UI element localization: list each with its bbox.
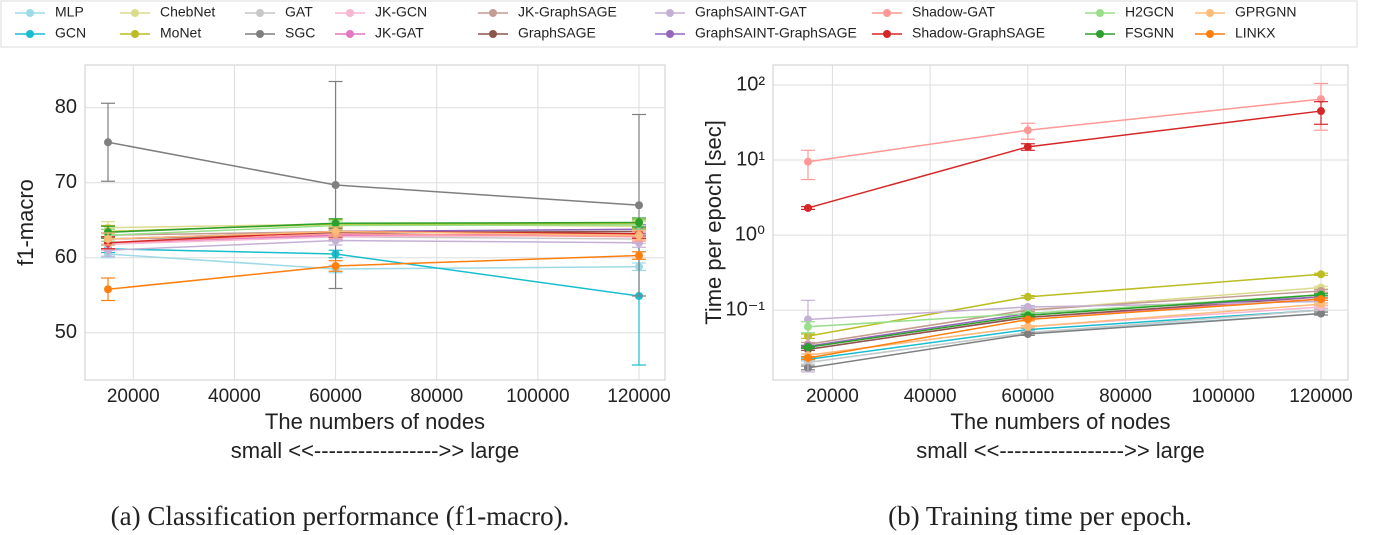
point <box>1023 126 1032 135</box>
point <box>331 219 340 228</box>
point <box>331 181 340 189</box>
y-axis-label: f1-macro <box>13 179 38 266</box>
point <box>635 231 644 240</box>
point <box>1316 107 1325 116</box>
x-tick-label: 120000 <box>607 386 670 407</box>
legend-marker <box>346 9 354 17</box>
y-tick-label: 10¹ <box>736 148 765 170</box>
legend-label: FSGNN <box>1125 25 1174 41</box>
point <box>1023 142 1032 151</box>
legend-label: MoNet <box>160 25 201 41</box>
point <box>104 228 113 237</box>
legend-label: LINKX <box>1235 25 1276 41</box>
x-tick-label: 60000 <box>309 386 362 407</box>
legend-label: SGC <box>285 25 315 41</box>
y-tick-label: 10⁻¹ <box>726 298 766 320</box>
plot-area <box>772 64 1349 381</box>
point <box>635 201 644 210</box>
legend-marker <box>256 9 264 17</box>
x-tick-label: 20000 <box>806 386 859 407</box>
legend-marker <box>256 30 264 38</box>
point <box>1316 95 1325 104</box>
legend-marker <box>26 9 34 17</box>
point <box>1023 315 1032 324</box>
point <box>803 353 812 362</box>
x-tick-label: 100000 <box>1192 386 1255 407</box>
y-tick-label: 70 <box>55 171 77 193</box>
legend-marker <box>131 9 139 17</box>
legend-marker <box>883 9 891 17</box>
legend-label: Shadow-GraphSAGE <box>912 25 1045 41</box>
legend-marker <box>489 9 497 17</box>
point <box>331 262 340 270</box>
legend-label: MLP <box>55 4 84 20</box>
legend-label: Shadow-GAT <box>912 4 995 20</box>
legend-label: JK-GAT <box>375 25 424 41</box>
legend-label: GCN <box>55 25 86 41</box>
point <box>331 227 340 236</box>
legend-label: GraphSAGE <box>518 25 596 41</box>
x-tick-label: 40000 <box>208 386 261 407</box>
x-axis-sublabel: small <<----------------->> large <box>916 438 1204 463</box>
caption: (b) Training time per epoch. <box>888 501 1192 531</box>
point <box>803 203 812 212</box>
point <box>104 285 113 294</box>
point <box>1023 292 1032 301</box>
legend-label: GPRGNN <box>1235 4 1296 20</box>
x-tick-label: 20000 <box>107 386 160 407</box>
legend-marker <box>131 30 139 38</box>
point <box>1316 309 1325 318</box>
legend-label: H2GCN <box>1125 4 1174 20</box>
point <box>1316 295 1325 304</box>
legend-box <box>0 0 1358 48</box>
legend-label: JK-GCN <box>375 4 427 20</box>
legend-marker <box>1096 9 1104 17</box>
point <box>803 322 812 331</box>
legend-marker <box>666 9 674 17</box>
y-tick-label: 50 <box>55 321 77 343</box>
legend-marker <box>883 30 891 38</box>
point <box>635 251 644 260</box>
y-tick-label: 10² <box>736 73 765 95</box>
point <box>104 138 113 147</box>
point <box>1023 330 1032 339</box>
legend-marker <box>26 30 34 38</box>
point <box>803 157 812 166</box>
x-tick-label: 120000 <box>1289 386 1352 407</box>
x-tick-label: 60000 <box>1001 386 1054 407</box>
y-tick-label: 10⁰ <box>735 223 765 245</box>
legend-label: GAT <box>285 4 313 20</box>
x-tick-label: 100000 <box>506 386 569 407</box>
y-tick-label: 60 <box>55 246 77 268</box>
x-tick-label: 80000 <box>410 386 463 407</box>
legend-label: JK-GraphSAGE <box>518 4 617 20</box>
legend-marker <box>1206 9 1214 17</box>
point <box>1023 302 1032 311</box>
y-tick-label: 80 <box>55 96 77 118</box>
point <box>635 218 644 227</box>
legend-label: GraphSAINT-GraphSAGE <box>695 25 857 41</box>
legend-marker <box>1096 30 1104 38</box>
legend-marker <box>489 30 497 38</box>
legend-label: ChebNet <box>160 4 215 20</box>
legend-marker <box>1206 30 1214 38</box>
x-tick-label: 40000 <box>904 386 957 407</box>
legend-marker <box>666 30 674 38</box>
x-axis-label: The numbers of nodes <box>950 409 1170 434</box>
legend-marker <box>346 30 354 38</box>
x-axis-label: The numbers of nodes <box>265 409 485 434</box>
point <box>104 235 113 243</box>
x-tick-label: 80000 <box>1099 386 1152 407</box>
legend-label: GraphSAINT-GAT <box>695 4 807 20</box>
point <box>1023 322 1032 331</box>
caption: (a) Classification performance (f1-macro… <box>111 501 570 531</box>
point <box>1316 270 1325 279</box>
point <box>803 343 812 352</box>
y-axis-label: Time per epoch [sec] <box>701 120 726 325</box>
x-axis-sublabel: small <<----------------->> large <box>231 438 519 463</box>
